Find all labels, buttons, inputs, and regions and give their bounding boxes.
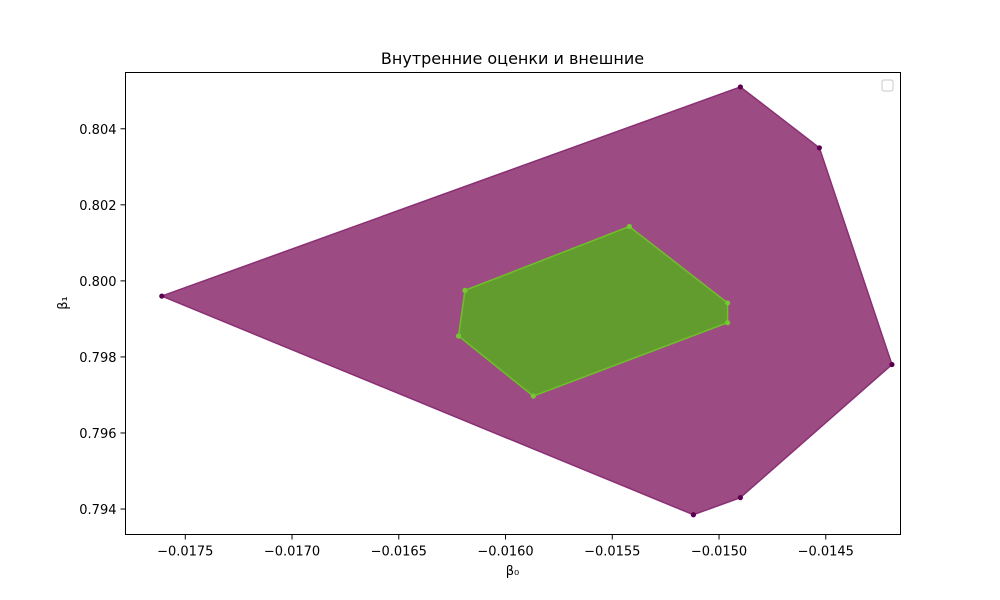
x-axis-label: β₀ <box>506 564 520 579</box>
y-tick-label: 0.796 <box>79 427 116 442</box>
y-axis-label: β₁ <box>56 296 71 310</box>
plot-area-frame <box>125 72 901 535</box>
y-tick-label: 0.798 <box>79 351 116 366</box>
points-layer <box>159 84 895 518</box>
x-axis: −0.0175 −0.0170 −0.0165 −0.0160 −0.0155 −0.01… <box>157 534 854 560</box>
y-tick-label: 0.800 <box>79 275 116 290</box>
x-tick-label: −0.0145 <box>798 545 854 560</box>
outer-vertex-point <box>159 293 165 299</box>
outer-vertex-point <box>737 84 743 90</box>
legend-box <box>881 79 894 92</box>
inner-vertex-point <box>530 393 536 399</box>
x-tick-label: −0.0150 <box>691 545 747 560</box>
x-tick-label: −0.0170 <box>264 545 320 560</box>
outer-vertex-point <box>816 145 822 151</box>
y-tick-label: 0.804 <box>79 123 116 138</box>
outer-vertex-point <box>889 361 895 368</box>
y-tick-label: 0.802 <box>79 199 116 214</box>
x-tick-label: −0.0155 <box>584 545 640 560</box>
inner-vertex-point <box>462 287 468 293</box>
x-tick-label: −0.0165 <box>371 545 427 560</box>
outer-vertex-point <box>690 512 697 518</box>
inner-vertex-point <box>626 223 632 230</box>
x-tick-label: −0.0175 <box>157 545 213 560</box>
y-tick-label: 0.794 <box>79 503 116 518</box>
inner-vertex-point <box>724 300 731 306</box>
outer-vertex-point <box>737 495 743 501</box>
chart-title: Внутренние оценки и внешние <box>381 49 644 68</box>
x-tick-label: −0.0160 <box>477 545 533 560</box>
y-axis: 0.794 0.796 0.798 0.800 0.802 0.804 <box>79 123 126 518</box>
inner-vertex-point <box>455 333 462 339</box>
inner-vertex-point <box>724 320 731 326</box>
